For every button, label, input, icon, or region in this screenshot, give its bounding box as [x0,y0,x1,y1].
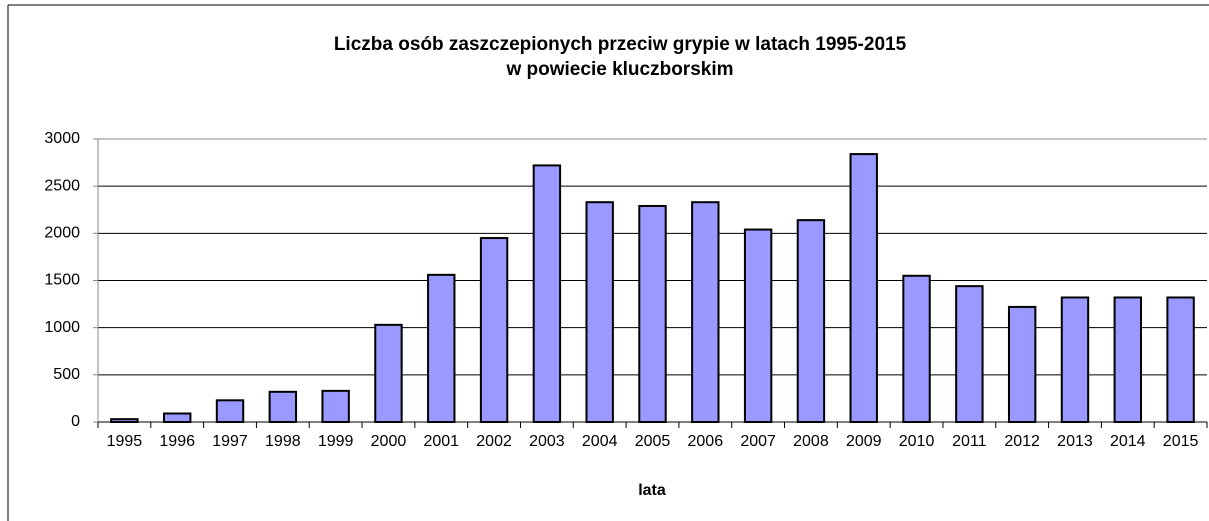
x-tick-label: 2006 [688,433,724,450]
y-tick-label: 1000 [44,319,80,336]
bar [902,274,931,423]
y-tick-label: 2000 [44,225,80,242]
x-tick-label: 1995 [107,433,143,450]
bar [849,153,878,424]
bar [374,323,403,423]
chart-title: w powiecie kluczborskim [505,59,733,80]
bar [1113,296,1142,424]
x-tick-label: 2010 [899,433,935,450]
bar [427,273,456,423]
bar [532,164,562,423]
bar [743,228,773,423]
chart-title: Liczba osób zaszczepionych przeciw grypi… [334,34,907,55]
bar [479,237,509,423]
y-tick-label: 1500 [44,272,80,289]
x-tick-label: 2012 [1004,433,1040,450]
x-tick-label: 2002 [476,433,512,450]
bar [691,201,720,423]
bar [1166,296,1195,424]
x-tick-label: 1996 [159,433,195,450]
x-tick-label: 2003 [529,433,565,450]
y-tick-label: 2500 [44,177,80,194]
y-tick-label: 0 [71,413,80,430]
bar [110,418,139,424]
bar [585,201,614,423]
bar [215,399,245,424]
x-tick-label: 1998 [265,433,301,450]
x-tick-label: 2015 [1163,433,1199,450]
x-tick-label: 1997 [212,433,248,450]
x-tick-label: 2001 [423,433,459,450]
x-tick-label: 2004 [582,433,618,450]
x-tick-label: 2009 [846,433,882,450]
x-tick-label: 1999 [318,433,354,450]
bar [955,285,984,423]
x-tick-label: 2000 [371,433,407,450]
bar [1060,296,1090,424]
x-tick-label: 2014 [1110,433,1146,450]
x-tick-label: 2013 [1057,433,1093,450]
bar [1007,305,1037,423]
x-tick-label: 2011 [952,433,987,450]
bar [321,389,350,423]
bar [163,412,192,424]
x-tick-label: 2008 [793,433,829,450]
x-tick-label: 2005 [635,433,671,450]
y-tick-label: 3000 [44,130,80,147]
bar [638,204,667,423]
bar [796,219,826,423]
x-axis-label: lata [638,482,666,499]
x-tick-label: 2007 [740,433,776,450]
y-tick-label: 500 [53,366,80,383]
bar [268,390,298,423]
